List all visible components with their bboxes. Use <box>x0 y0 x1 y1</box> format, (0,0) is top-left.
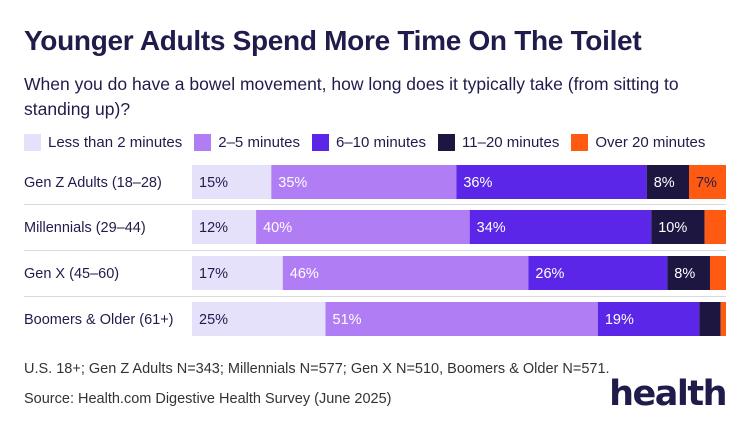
data-label: 40% <box>263 220 292 236</box>
data-label: 19% <box>605 312 634 328</box>
bar-segment <box>720 302 726 336</box>
legend-swatch <box>194 133 212 151</box>
bar-segment <box>456 165 647 199</box>
legend-swatch <box>438 133 456 151</box>
legend-item-11-20: 11–20 minutes <box>438 133 560 151</box>
bar-segment <box>646 165 689 199</box>
bar-segment <box>192 256 283 290</box>
legend-item-less-than-2: Less than 2 minutes <box>24 133 183 151</box>
source-note: Source: Health.com Digestive Health Surv… <box>24 391 392 407</box>
bar-segment <box>667 256 710 290</box>
data-label: 12% <box>199 220 228 236</box>
bar-segment <box>651 210 705 244</box>
bar-segment <box>256 210 470 244</box>
legend-label: 2–5 minutes <box>218 133 300 151</box>
bar-segment <box>709 256 726 290</box>
data-label: 7% <box>696 175 717 191</box>
bar-segment <box>192 302 326 336</box>
category-label: Millennials (29–44) <box>24 220 146 236</box>
data-label: 36% <box>463 175 492 191</box>
legend: Less than 2 minutes 2–5 minutes 6–10 min… <box>24 132 717 152</box>
legend-label: Less than 2 minutes <box>48 133 183 151</box>
sample-note: U.S. 18+; Gen Z Adults N=343; Millennial… <box>24 361 610 377</box>
data-label: 34% <box>477 220 506 236</box>
data-label: 10% <box>658 220 687 236</box>
data-label: 51% <box>333 312 362 328</box>
legend-swatch <box>311 133 329 151</box>
legend-swatch <box>24 133 41 151</box>
bar-segment <box>192 210 257 244</box>
legend-item-6-10: 6–10 minutes <box>311 133 427 151</box>
legend-item-over-20: Over 20 minutes <box>571 133 706 151</box>
category-label: Gen Z Adults (18–28) <box>24 175 162 191</box>
data-label: 25% <box>199 312 228 328</box>
legend-swatch <box>571 133 589 151</box>
health-logo: health <box>609 374 727 414</box>
data-label: 26% <box>535 266 564 282</box>
legend-label: 11–20 minutes <box>462 133 560 151</box>
bar-segment <box>528 256 668 290</box>
bar-segment <box>597 302 700 336</box>
data-label: 17% <box>199 266 228 282</box>
data-label: 8% <box>674 266 695 282</box>
bar-segment <box>704 210 726 244</box>
bar-segment <box>325 302 598 336</box>
legend-label: 6–10 minutes <box>335 133 427 151</box>
data-label: 15% <box>199 175 228 191</box>
data-label: 46% <box>290 266 319 282</box>
category-label: Boomers & Older (61+) <box>24 312 174 328</box>
chart-subtitle: When you do have a bowel movement, how l… <box>24 74 679 119</box>
chart-title: Younger Adults Spend More Time On The To… <box>24 25 642 56</box>
legend-item-2-5: 2–5 minutes <box>194 133 300 151</box>
bar-segment <box>469 210 652 244</box>
bar-segment <box>688 165 726 199</box>
data-label: 35% <box>278 175 307 191</box>
category-label: Gen X (45–60) <box>24 266 119 282</box>
legend-label: Over 20 minutes <box>595 133 706 151</box>
data-label: 8% <box>654 175 675 191</box>
bar-segment <box>282 256 529 290</box>
bar-segment <box>699 302 721 336</box>
bar-segment <box>271 165 457 199</box>
bar-segment <box>192 165 272 199</box>
